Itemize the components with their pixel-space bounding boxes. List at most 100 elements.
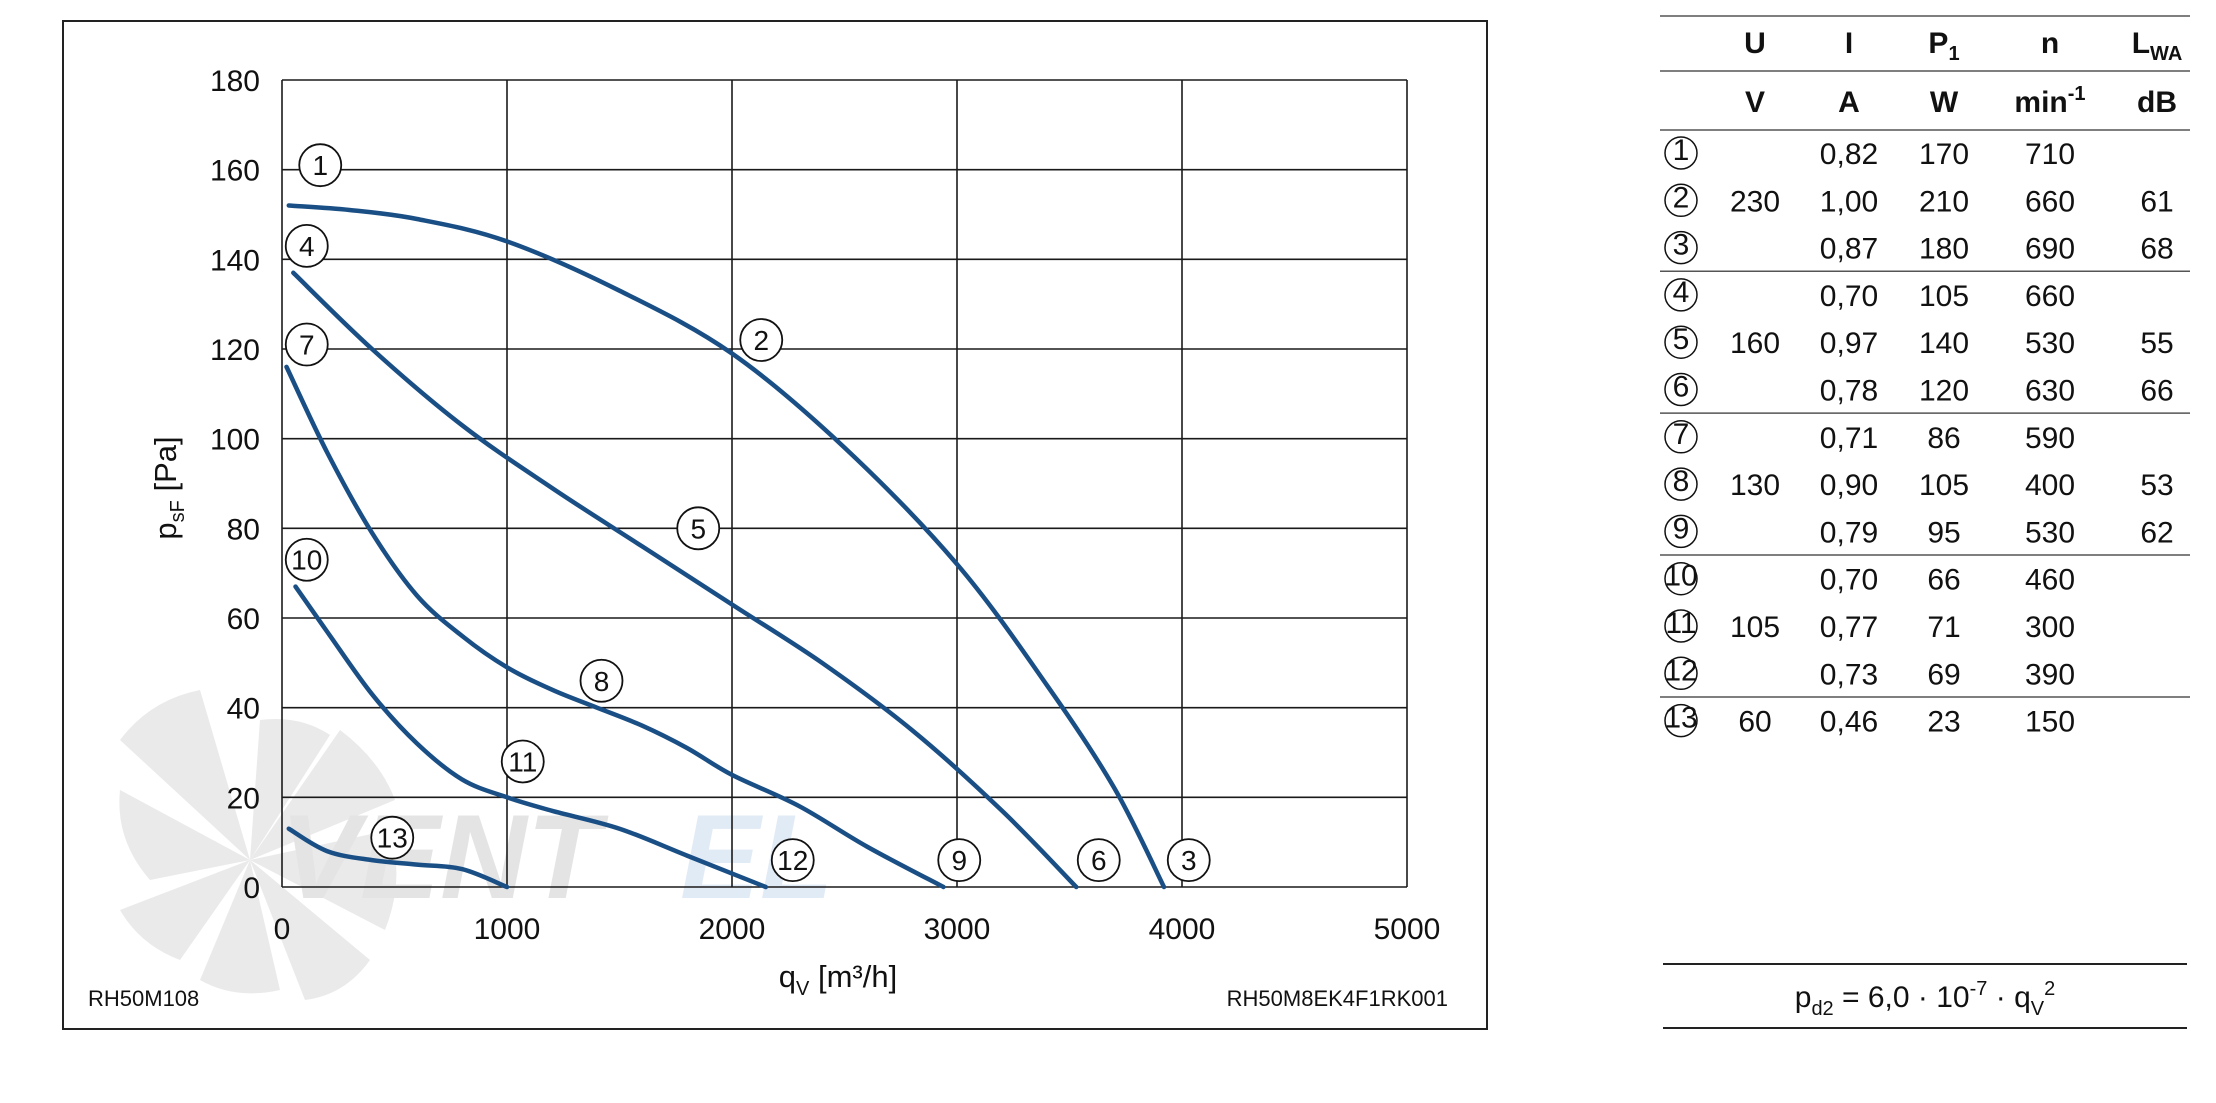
curve-markers: 1 4 7 10 2 5 8 11 13 12 9 6 3 <box>284 143 1211 882</box>
table-cell-I: 0,71 <box>1820 422 1878 455</box>
y-tick-label: 0 <box>243 872 260 905</box>
x-tick-label: 1000 <box>474 913 541 946</box>
table-header: n <box>2041 27 2059 60</box>
table-row: 6 0,78 120 630 66 <box>1664 371 2174 408</box>
x-tick-labels: 0 1000 2000 3000 4000 5000 <box>274 913 1441 946</box>
curve-marker: 9 <box>937 838 982 882</box>
marker-label: 7 <box>299 330 315 361</box>
table-row: 8 0,90 105 400 53 <box>1664 465 2174 502</box>
table-cell-L: 62 <box>2140 516 2173 549</box>
table-unit: dB <box>2137 86 2177 119</box>
table-cell-n: 530 <box>2025 327 2075 360</box>
table-row: 3 0,87 180 690 68 <box>1664 229 2174 266</box>
row-id-circle <box>1664 467 1698 501</box>
y-tick-label: 180 <box>210 65 260 98</box>
marker-circle <box>1166 838 1211 882</box>
table-cell-I: 0,87 <box>1820 233 1878 266</box>
marker-label: 10 <box>291 545 322 576</box>
row-id: 5 <box>1673 323 1690 356</box>
x-tick-label: 5000 <box>1374 913 1441 946</box>
table-cell-P: 105 <box>1919 469 1969 502</box>
table-cell-I: 0,78 <box>1820 375 1878 408</box>
watermark-text-gray: VENT <box>280 790 609 924</box>
marker-circle <box>1076 838 1121 882</box>
y-tick-label: 100 <box>210 424 260 457</box>
row-id-circle <box>1664 420 1698 454</box>
table-cell-I: 0,70 <box>1820 280 1878 313</box>
table-row: 11 0,77 71 300 <box>1664 607 2075 644</box>
marker-circle <box>298 143 343 188</box>
table-cell-n: 460 <box>2025 564 2075 597</box>
row-id: 2 <box>1673 181 1690 214</box>
y-tick-label: 160 <box>210 155 260 188</box>
table-row: 13 0,46 23 150 <box>1664 702 2075 739</box>
table-cell-n: 530 <box>2025 516 2075 549</box>
table-cell-L: 61 <box>2140 185 2173 218</box>
curve-marker: 5 <box>676 506 721 551</box>
marker-label: 4 <box>299 231 315 262</box>
row-id: 8 <box>1673 465 1690 498</box>
table-row: 12 0,73 69 390 <box>1664 654 2075 691</box>
curve-marker: 12 <box>770 838 815 882</box>
row-id: 11 <box>1665 607 1696 640</box>
table-cell-P: 120 <box>1919 375 1969 408</box>
table-header: I <box>1845 27 1853 60</box>
marker-label: 11 <box>508 746 537 777</box>
marker-label: 13 <box>377 823 408 854</box>
table-row: 10 0,70 66 460 <box>1664 560 2075 597</box>
curve-marker: 13 <box>370 815 415 860</box>
table-header: P1 <box>1928 27 1959 65</box>
marker-label: 2 <box>753 325 769 356</box>
table-cell-I: 0,46 <box>1820 706 1878 739</box>
table-cell-n: 590 <box>2025 422 2075 455</box>
curve-marker: 2 <box>739 318 784 362</box>
x-tick-label: 3000 <box>924 913 991 946</box>
table-cell-I: 1,00 <box>1820 185 1878 218</box>
marker-circle <box>284 537 329 582</box>
curve-marker: 10 <box>284 537 329 582</box>
row-id: 9 <box>1673 512 1690 545</box>
table-cell-I: 0,79 <box>1820 516 1878 549</box>
row-id-circle <box>1664 703 1698 738</box>
table-cell-I: 0,70 <box>1820 564 1878 597</box>
x-tick-label: 2000 <box>699 913 766 946</box>
table-row: 7 0,71 86 590 <box>1664 418 2075 455</box>
y-tick-label: 80 <box>227 513 260 546</box>
table-cell-P: 105 <box>1919 280 1969 313</box>
table-cell-L: 53 <box>2140 469 2173 502</box>
table-cell-n: 630 <box>2025 375 2075 408</box>
table-cell-n: 660 <box>2025 280 2075 313</box>
marker-label: 5 <box>690 513 706 544</box>
table-row: 4 0,70 105 660 <box>1664 276 2075 313</box>
y-tick-label: 140 <box>210 244 260 277</box>
table-cell-I: 0,97 <box>1820 327 1878 360</box>
row-id-circle <box>1664 230 1698 265</box>
row-id-circle <box>1664 656 1698 691</box>
row-id-circle <box>1664 278 1698 312</box>
table-cell-P: 69 <box>1927 658 1960 691</box>
marker-circle <box>770 838 815 882</box>
row-id: 12 <box>1664 654 1697 687</box>
curve-marker: 4 <box>284 223 329 268</box>
table-cell-n: 150 <box>2025 706 2075 739</box>
row-id-circle <box>1664 561 1698 596</box>
fan-curves <box>284 203 1167 890</box>
table-cell-I: 0,90 <box>1820 469 1878 502</box>
marker-label: 3 <box>1181 845 1197 876</box>
table-cell-P: 23 <box>1927 706 1960 739</box>
table-unit: A <box>1838 86 1860 119</box>
y-tick-labels: 0 20 40 60 80 100 120 140 160 180 <box>210 65 260 905</box>
table-cell-P: 86 <box>1927 422 1960 455</box>
fan-curve-line <box>284 364 946 890</box>
x-axis-label: qV [m³/h] <box>779 959 897 1000</box>
table-cell-I: 0,77 <box>1820 611 1878 644</box>
table-row: 1 0,82 170 710 <box>1664 134 2075 171</box>
row-id-circle <box>1664 609 1698 643</box>
curve-marker: 6 <box>1076 838 1121 882</box>
x-tick-label: 4000 <box>1149 913 1216 946</box>
table-cell-P: 180 <box>1919 233 1969 266</box>
row-id: 7 <box>1673 418 1690 451</box>
voltage-group-value: 130 <box>1730 469 1780 502</box>
table-cell-n: 400 <box>2025 469 2075 502</box>
